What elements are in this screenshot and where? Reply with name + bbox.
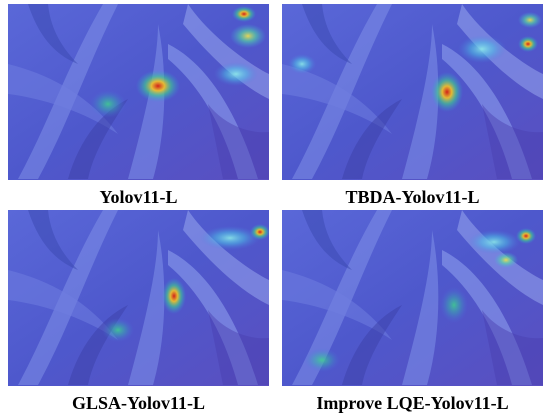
leaf <box>302 210 352 270</box>
heatmap-image <box>8 210 269 386</box>
leaf <box>8 270 118 340</box>
heat-spot <box>304 348 340 372</box>
heat-spot <box>518 36 538 52</box>
leaf <box>68 99 128 179</box>
heat-spot <box>102 318 134 342</box>
leaf <box>402 230 439 385</box>
heatmap-image <box>8 4 269 180</box>
leaf <box>208 104 269 179</box>
heatmap-image <box>282 210 543 386</box>
leaf <box>128 230 165 385</box>
heat-spot <box>162 278 186 314</box>
leaf <box>208 310 269 385</box>
caption: Yolov11-L <box>99 187 177 207</box>
leaf <box>282 270 392 340</box>
leaf <box>342 99 402 179</box>
heat-spot <box>288 54 316 74</box>
leaf <box>168 250 258 385</box>
leaf <box>402 24 439 179</box>
leaf <box>442 44 532 179</box>
heat-spot <box>458 35 506 63</box>
heat-spot <box>214 62 258 86</box>
leaf <box>302 4 352 64</box>
leaf <box>482 104 543 179</box>
heat-spot <box>250 224 269 240</box>
heat-spot <box>518 12 542 28</box>
caption: GLSA-Yolov11-L <box>72 393 205 413</box>
caption: TBDA-Yolov11-L <box>345 187 479 207</box>
heat-spot <box>136 70 180 102</box>
heat-spot <box>232 6 256 22</box>
heat-spot <box>516 228 536 244</box>
heat-spot <box>90 90 126 118</box>
heat-spot <box>440 287 468 323</box>
leaf <box>282 64 392 134</box>
leaf <box>342 305 402 385</box>
leaf <box>168 44 258 179</box>
heatmap-image <box>282 4 543 180</box>
heat-spot <box>200 226 260 250</box>
leaf <box>442 250 532 385</box>
leaf <box>28 4 78 64</box>
heat-spot <box>431 72 463 112</box>
caption: Improve LQE-Yolov11-L <box>316 393 508 413</box>
heat-spot <box>494 252 518 268</box>
leaf <box>482 310 543 385</box>
heat-spot <box>468 230 520 254</box>
heat-spot <box>230 24 266 48</box>
leaf <box>28 210 78 270</box>
leaf <box>128 24 165 179</box>
leaf <box>8 64 118 134</box>
